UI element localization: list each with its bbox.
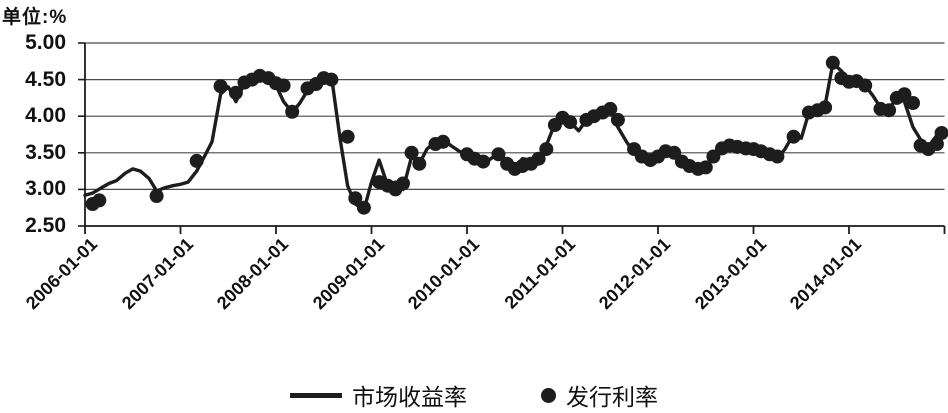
issuance-rate-dot	[149, 189, 164, 203]
issuance-rate-dot	[786, 129, 801, 144]
issuance-rate-dot	[276, 78, 291, 93]
issuance-rate-dot	[603, 101, 618, 116]
y-axis-tick-label: 3.00	[25, 177, 66, 201]
dot-swatch-icon	[541, 387, 556, 403]
issuance-rate-dot	[906, 96, 920, 110]
issuance-rate-dot	[882, 103, 897, 118]
issuance-rate-dot	[340, 129, 355, 144]
issuance-rate-dot	[356, 200, 371, 215]
issuance-rate-dot	[491, 147, 506, 162]
issuance-rate-dot	[213, 79, 228, 94]
issuance-rate-dot	[897, 87, 912, 102]
issuance-rate-dot	[404, 145, 419, 160]
y-axis-labels: 5.00 4.50 4.00 3.50 3.00 2.50	[0, 0, 72, 340]
x-axis-tick-label: 2006-01-01	[21, 234, 102, 314]
y-axis-tick-label: 3.50	[25, 140, 66, 164]
line-chart-svg	[78, 42, 948, 234]
issuance-rate-dot	[934, 126, 948, 140]
issuance-rate-dot	[825, 55, 840, 70]
y-axis-tick-label: 5.00	[25, 31, 66, 54]
legend: 市场收益率 发行利率	[0, 378, 948, 412]
issuance-rate-dot	[929, 137, 944, 151]
issuance-rate-dot	[770, 149, 785, 164]
line-swatch-icon	[290, 392, 342, 398]
issuance-rate-dot	[476, 154, 491, 169]
issuance-rate-dot	[348, 191, 363, 206]
legend-line-label: 市场收益率	[352, 384, 467, 410]
issuance-rate-dot	[858, 78, 873, 93]
y-axis-tick-label: 4.50	[25, 67, 66, 91]
y-axis-tick-label: 2.50	[25, 214, 66, 237]
issuance-rate-dot	[818, 100, 833, 115]
x-axis-tick-label: 2011-01-01	[500, 234, 579, 313]
issuance-rate-dot	[563, 115, 578, 130]
issuance-rate-dot	[189, 153, 204, 168]
x-axis-tick-label: 2013-01-01	[690, 234, 770, 314]
issuance-rate-dot	[531, 151, 546, 166]
legend-dot-label: 发行利率	[566, 384, 658, 410]
x-axis-tick-label: 2009-01-01	[308, 234, 388, 314]
x-axis-labels: 2006-01-01 2007-01-01 2008-01-01 2009-01-01…	[21, 234, 866, 314]
x-axis-tick-label: 2012-01-01	[594, 234, 675, 314]
legend-item-issuance-rate: 发行利率	[541, 378, 658, 412]
issuance-rate-dot	[228, 85, 243, 100]
issuance-rate-dot	[324, 72, 339, 87]
issuance-rate-dot	[436, 134, 451, 149]
issuance-rate-dot	[92, 193, 107, 208]
issuance-rate-dot	[412, 156, 427, 171]
x-axis-tick-label: 2007-01-01	[117, 234, 197, 314]
x-axis-tick-label: 2008-01-01	[212, 234, 293, 314]
issuance-rate-dot	[285, 104, 300, 119]
y-axis-tick-label: 4.00	[25, 104, 66, 128]
issuance-rate-dot	[539, 142, 554, 157]
issuance-rate-dot	[610, 112, 625, 127]
x-axis-tick-label: 2014-01-01	[785, 234, 866, 314]
issuance-rate-dot	[396, 176, 410, 191]
issuance-rate-dot	[698, 160, 713, 175]
x-axis-tick-label: 2010-01-01	[403, 234, 484, 314]
unit-label: 单位:%	[2, 7, 68, 28]
legend-item-market-yield: 市场收益率	[290, 378, 467, 412]
